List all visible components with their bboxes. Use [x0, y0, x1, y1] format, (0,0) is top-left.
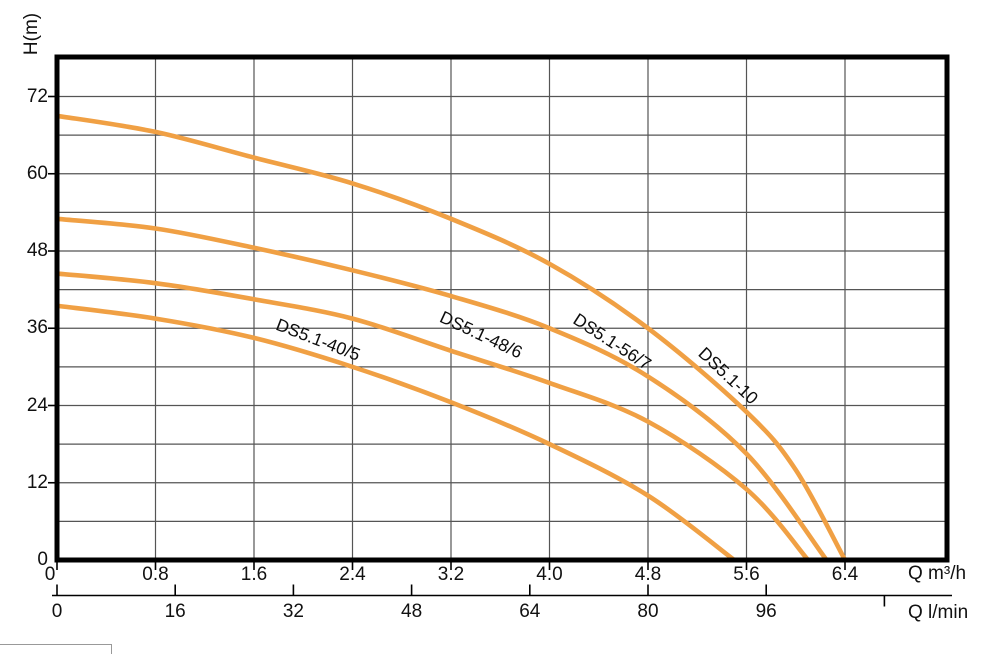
y-tick-label-60: 60 — [26, 162, 48, 184]
y-tick-label-48: 48 — [26, 240, 48, 261]
x-tick-label-lmin-80: 80 — [637, 601, 659, 622]
x-tick-label-m3h-3.2: 3.2 — [437, 564, 465, 585]
pump-curve-DS5.1-40/5 — [54, 303, 737, 563]
x-tick-label-lmin-64: 64 — [519, 601, 541, 622]
x-tick-label-m3h-1.6: 1.6 — [240, 564, 268, 585]
x-tick-label-lmin-0: 0 — [51, 601, 63, 622]
x-tick-label-m3h-0: 0 — [44, 564, 56, 585]
x-tick-label-lmin-96: 96 — [755, 601, 777, 622]
y-tick-label-12: 12 — [26, 471, 48, 493]
pump-curve-DS5.1-56/7 — [54, 216, 829, 563]
x-axis-unit-lmin: Q l/min — [908, 602, 969, 623]
y-axis-title: H(m) — [6, 4, 58, 64]
x-axis-unit-m3h: Q m³/h — [908, 563, 967, 584]
pump-curve-DS5.1-10 — [54, 113, 848, 563]
x-tick-label-lmin-32: 32 — [282, 601, 304, 622]
y-tick-label-72: 72 — [26, 85, 48, 107]
pump-curve-DS5.1-48/6 — [54, 271, 811, 563]
x-tick-label-m3h-6.4: 6.4 — [831, 564, 859, 585]
x-tick-label-m3h-4.8: 4.8 — [634, 564, 662, 585]
plot-border — [54, 54, 950, 563]
x-tick-label-m3h-5.6: 5.6 — [733, 564, 760, 585]
x-tick-label-m3h-2.4: 2.4 — [339, 564, 366, 585]
x-tick-label-m3h-0.8: 0.8 — [142, 564, 169, 585]
x-tick-label-lmin-48: 48 — [401, 601, 423, 622]
x-tick-label-m3h-4: 4.0 — [536, 564, 563, 585]
y-axis-title-text: H(m) — [20, 12, 42, 56]
y-tick-label-24: 24 — [26, 394, 48, 416]
corner-box-fragment — [0, 644, 112, 654]
y-tick-label-0: 0 — [37, 549, 48, 570]
x-tick-label-lmin-16: 16 — [164, 601, 186, 622]
y-tick-label-36: 36 — [26, 317, 48, 339]
